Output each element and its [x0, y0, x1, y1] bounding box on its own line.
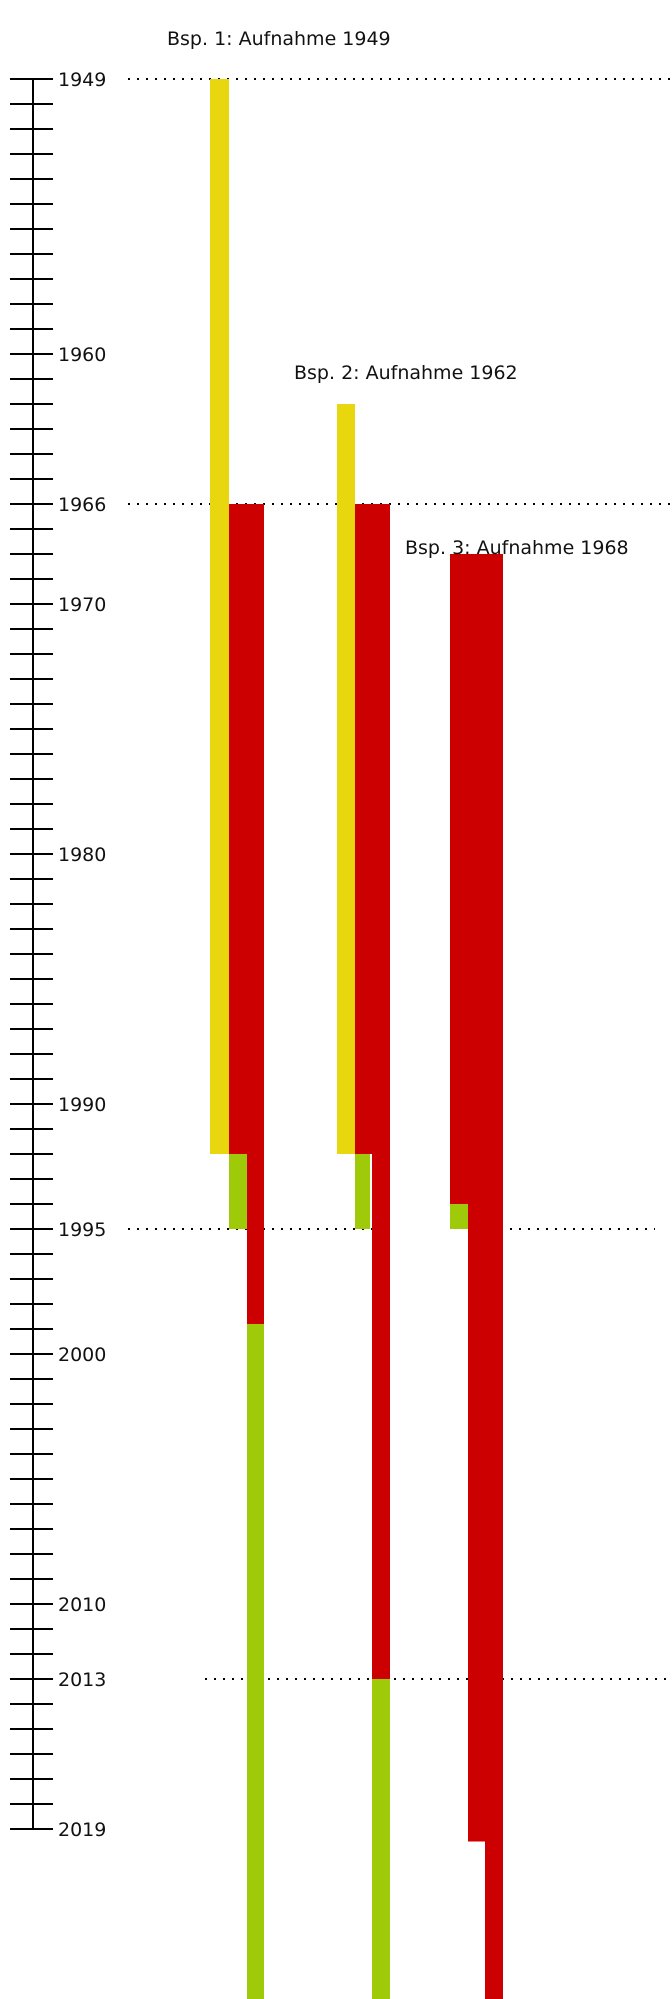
example-3-title: Bsp. 3: Aufnahme 1968: [405, 537, 629, 559]
tick-label: 1949: [58, 69, 106, 91]
reference-lines: [128, 78, 672, 1680]
tick-label: 2000: [58, 1344, 106, 1366]
example-1-red-bar: [229, 504, 264, 1154]
tick-label: 1980: [58, 844, 106, 866]
example-3-green-bar: [450, 1204, 468, 1229]
example-2-green-bar: [355, 1154, 370, 1229]
example-2-yellow-bar: [337, 404, 355, 1154]
tick-label: 1990: [58, 1094, 106, 1116]
tick-label: 1970: [58, 594, 106, 616]
example-2-red-bar: [372, 1154, 390, 1679]
example-2-red-bar: [355, 504, 390, 1154]
example-3-red-bar: [485, 554, 503, 1999]
example-titles: Bsp. 1: Aufnahme 1949 Bsp. 2: Aufnahme 1…: [167, 28, 629, 559]
example-1-yellow-bar: [210, 79, 229, 1154]
example-1-green-bar: [247, 1324, 264, 1999]
tick-label: 1995: [58, 1219, 106, 1241]
tick-label: 2019: [58, 1819, 106, 1841]
example-2-title: Bsp. 2: Aufnahme 1962: [294, 362, 518, 384]
tick-label: 1966: [58, 494, 106, 516]
year-axis: 1949 1960 1966 1970 1980 1990 1995 2000 2010 2013…: [10, 69, 106, 1841]
tick-label: 2010: [58, 1594, 106, 1616]
tick-label: 1960: [58, 344, 106, 366]
example-1-title: Bsp. 1: Aufnahme 1949: [167, 28, 391, 50]
example-1-green-bar: [229, 1154, 247, 1229]
tick-label: 2013: [58, 1669, 106, 1691]
example-1-red-bar: [247, 1154, 264, 1324]
bars: [210, 79, 503, 1999]
example-2-green-bar: [372, 1679, 390, 1999]
